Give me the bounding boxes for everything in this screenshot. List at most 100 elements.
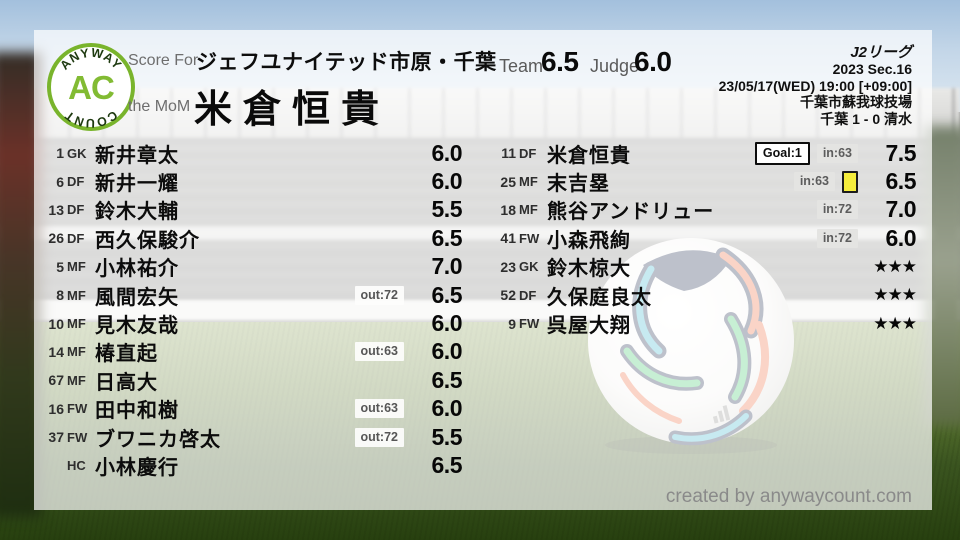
team-name: ジェフユナイテッド市原・千葉 (196, 51, 497, 74)
player-number: 52 (500, 287, 516, 304)
player-position: FW (67, 401, 88, 417)
player-name: 見木友哉 (95, 315, 179, 338)
player-position: MF (67, 259, 86, 275)
player-position: HC (67, 457, 86, 473)
player-row: 23 GK 鈴木椋大 ★★★ (492, 253, 917, 281)
player-rating: 6.0 (431, 139, 463, 166)
player-name: 米倉恒貴 (547, 144, 631, 167)
player-rating: 7.5 (885, 139, 917, 166)
player-number: 1 (56, 145, 64, 162)
player-rating: 6.5 (885, 168, 917, 195)
player-row: 25 MF 末吉塁 in:63 6.5 (492, 167, 916, 195)
mom-name: 米倉恒貴 (194, 89, 391, 131)
player-position: MF (67, 287, 86, 303)
player-number: 9 (508, 315, 516, 332)
player-rating: 6.0 (885, 224, 917, 251)
player-row: 14 MF 椿直起 out:63 6.0 (40, 338, 462, 366)
player-number: 10 (48, 315, 64, 332)
player-number: 23 (500, 258, 516, 275)
player-name: 小林慶行 (95, 457, 179, 479)
player-row: 6 DF 新井一耀 6.0 (40, 167, 462, 195)
match-meta: J2リーグ 2023 Sec.16 23/05/17(WED) 19:00 [+… (718, 44, 912, 127)
player-number: 13 (48, 201, 64, 218)
player-number: 11 (501, 145, 516, 162)
match-result: 千葉 1 - 0 清水 (820, 110, 912, 127)
sub-out-badge: out:63 (354, 399, 404, 419)
player-rating: ★★★ (873, 256, 917, 276)
player-name: 小林祐介 (95, 258, 179, 281)
player-row: 5 MF 小林祐介 7.0 (40, 253, 462, 281)
player-name: 田中和樹 (95, 400, 179, 423)
player-position: MF (67, 316, 86, 332)
player-name: 小森飛絢 (547, 229, 631, 252)
player-row: 52 DF 久保庭良太 ★★★ (492, 281, 917, 309)
player-rating: ★★★ (873, 285, 917, 305)
player-position: FW (519, 230, 540, 246)
player-name: 鈴木大輔 (95, 201, 179, 224)
starters-column: 1 GK 新井章太 6.0 6 DF 新井一耀 6.0 13 DF 鈴木大輔 5.5 26 DF 西久保駿介… (40, 139, 462, 480)
player-row: 16 FW 田中和樹 out:63 6.0 (40, 395, 462, 423)
player-position: DF (67, 202, 85, 218)
player-name: 椿直起 (95, 343, 158, 366)
player-position: DF (519, 145, 537, 161)
anywaycount-logo: ANYWAY COUNT AC (47, 43, 135, 131)
player-position: GK (67, 145, 87, 161)
player-rating: ★★★ (873, 313, 917, 333)
player-row: 18 MF 熊谷アンドリュー in:72 7.0 (492, 196, 916, 224)
player-number: 67 (48, 372, 64, 389)
player-rating: 6.5 (431, 224, 463, 251)
player-name: 呉屋大翔 (547, 315, 631, 338)
match-datetime: 23/05/17(WED) 19:00 [+09:00] (718, 77, 912, 94)
player-name: 鈴木椋大 (547, 258, 631, 281)
player-badges: out:63 (354, 342, 411, 362)
sub-in-badge: in:72 (816, 228, 858, 248)
player-number: 18 (500, 201, 516, 218)
sub-out-badge: out:72 (354, 285, 404, 305)
player-name: 新井章太 (95, 144, 179, 167)
player-row: 10 MF 見木友哉 6.0 (40, 309, 462, 337)
player-number: 41 (500, 230, 516, 247)
player-rating: 7.0 (431, 253, 463, 280)
player-number: 26 (48, 230, 64, 247)
judge-score-label: Judge (590, 56, 640, 76)
mom-label: the MoM (128, 98, 191, 115)
logo-arc-bottom-text: COUNT (62, 108, 119, 130)
player-position: MF (519, 202, 538, 218)
player-number: 8 (56, 287, 64, 304)
player-rating: 6.5 (431, 366, 463, 393)
goal-badge: Goal:1 (754, 141, 810, 165)
player-position: DF (519, 287, 537, 303)
sub-out-badge: out:63 (354, 342, 404, 362)
judge-score-value: 6.0 (634, 46, 672, 77)
player-name: 熊谷アンドリュー (547, 201, 715, 224)
player-name: 日高大 (95, 371, 158, 394)
player-row: 41 FW 小森飛絢 in:72 6.0 (492, 224, 916, 252)
player-position: FW (67, 429, 88, 445)
player-badges: out:72 (354, 285, 411, 305)
player-row: HC 小林慶行 6.5 (40, 451, 463, 479)
player-name: 西久保駿介 (95, 229, 200, 252)
player-rating: 6.0 (431, 310, 463, 337)
player-rating: 6.0 (431, 168, 463, 195)
player-row: 67 MF 日高大 6.5 (40, 366, 462, 394)
player-row: 13 DF 鈴木大輔 5.5 (40, 196, 462, 224)
subs-column: 11 DF 米倉恒貴 Goal:1 in:63 7.5 25 MF 末吉塁 in:63 6.5 18 M… (492, 139, 917, 338)
player-rating: 5.5 (431, 196, 463, 223)
player-rating: 6.5 (431, 281, 463, 308)
team-score-label: Team (499, 56, 544, 76)
season-section: 2023 Sec.16 (832, 61, 912, 78)
player-rating: 6.0 (431, 338, 463, 365)
player-name: 新井一耀 (95, 173, 179, 196)
player-row: 8 MF 風間宏矢 out:72 6.5 (40, 281, 462, 309)
player-name: 風間宏矢 (95, 286, 179, 309)
venue-name: 千葉市蘇我球技場 (800, 94, 912, 111)
player-row: 37 FW ブワニカ啓太 out:72 5.5 (40, 423, 462, 451)
player-rating: 6.0 (431, 395, 463, 422)
player-position: FW (519, 316, 540, 332)
player-row: 11 DF 米倉恒貴 Goal:1 in:63 7.5 (492, 139, 916, 167)
player-rating: 6.5 (431, 451, 463, 478)
sub-in-badge: in:72 (816, 200, 858, 220)
sub-in-badge: in:63 (793, 172, 835, 192)
player-position: DF (67, 174, 85, 190)
